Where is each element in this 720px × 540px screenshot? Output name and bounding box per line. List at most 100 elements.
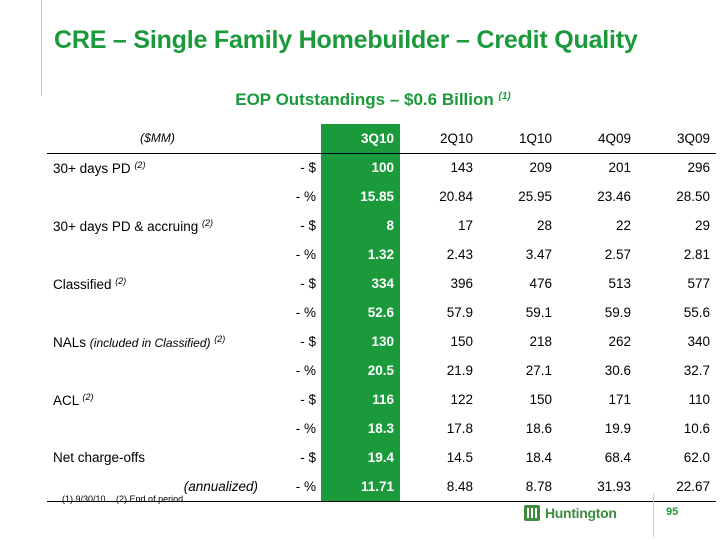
row-label-qualifier: (annualized) [183, 478, 258, 494]
table-cell: 55.6 [683, 305, 710, 320]
table-cell: 21.9 [446, 363, 473, 378]
table-row: (annualized) - % 11.71 8.48 8.78 31.93 22.67 [47, 472, 716, 502]
table-row: - % 18.3 17.8 18.6 19.9 10.6 [47, 414, 716, 443]
footer-divider [653, 493, 654, 537]
current-period-cell: 1.32 [321, 240, 400, 269]
current-period-cell: 18.3 [321, 414, 400, 443]
row-unit: - % [295, 247, 316, 262]
slide-subtitle: EOP Outstandings – $0.6 Billion (1) [0, 90, 720, 110]
units-header: ($MM) [47, 124, 262, 154]
table-cell: 23.46 [597, 189, 631, 204]
row-label-text: ACL [53, 392, 83, 408]
footnote-ref: (2) [201, 217, 213, 228]
logo-wordmark: Huntington [545, 505, 617, 521]
table-cell: 476 [529, 276, 552, 291]
table-cell: 396 [450, 276, 473, 291]
table-cell: 29 [694, 218, 710, 233]
period-header: 1Q10 [479, 124, 558, 154]
footnote: (2) End of period [116, 494, 184, 504]
table-cell: 122 [450, 392, 473, 407]
row-label-text: 30+ days PD & accruing [53, 218, 199, 234]
row-unit: - $ [300, 392, 316, 407]
current-period-cell: 130 [321, 327, 400, 356]
current-period-cell: 334 [321, 269, 400, 298]
footnote-ref: (2) [82, 391, 94, 402]
row-unit: - % [295, 421, 316, 436]
table-row: - % 1.32 2.43 3.47 2.57 2.81 [47, 240, 716, 269]
table-cell: 62.0 [683, 450, 710, 465]
table-cell: 150 [450, 334, 473, 349]
table-row: - % 52.6 57.9 59.1 59.9 55.6 [47, 298, 716, 327]
footnote-ref: (2) [214, 333, 226, 344]
table-cell: 2.81 [683, 247, 710, 262]
table-cell: 296 [687, 160, 710, 176]
table-cell: 143 [450, 160, 473, 176]
left-rule [41, 0, 42, 96]
row-label: ACL (2) [47, 385, 262, 414]
row-label: 30+ days PD & accruing (2) [47, 211, 262, 240]
table-cell: 32.7 [683, 363, 710, 378]
row-unit: - % [295, 305, 316, 320]
table-cell: 201 [608, 160, 631, 176]
row-unit: - $ [300, 160, 316, 176]
table-body: 30+ days PD (2) - $ 100 143 209 201 296 - % 15.8… [47, 153, 716, 502]
footnote: (1) 9/30/10 [62, 494, 106, 504]
table-cell: 28 [536, 218, 552, 233]
table-cell: 59.9 [604, 305, 631, 320]
row-unit: - % [262, 472, 321, 502]
table-cell: 3.47 [525, 247, 552, 262]
period-header: 2Q10 [400, 124, 479, 154]
period-header: 3Q10 [321, 124, 400, 154]
row-label [47, 356, 262, 385]
table-row: Net charge-offs - $ 19.4 14.5 18.4 68.4 62.0 [47, 443, 716, 472]
subtitle-text: EOP Outstandings – $0.6 Billion [235, 90, 494, 109]
row-label-text: 30+ days PD [53, 160, 131, 176]
period-header: 3Q09 [637, 124, 716, 154]
table-cell: 110 [688, 392, 710, 407]
current-period-cell: 11.71 [321, 472, 400, 502]
table-row: 30+ days PD (2) - $ 100 143 209 201 296 [47, 153, 716, 182]
row-label: NALs (included in Classified) (2) [47, 327, 262, 356]
current-period-cell: 8 [321, 211, 400, 240]
table-cell: 150 [529, 392, 552, 407]
footnote-ref: (2) [134, 159, 146, 170]
logo-mark-icon [524, 505, 540, 521]
table-cell: 2.43 [446, 247, 473, 262]
table-cell: 2.57 [604, 247, 631, 262]
table-cell: 171 [608, 392, 631, 407]
current-period-cell: 20.5 [321, 356, 400, 385]
row-label [47, 182, 262, 211]
table-row: ACL (2) - $ 116 122 150 171 110 [47, 385, 716, 414]
table-row: Classified (2) - $ 334 396 476 513 577 [47, 269, 716, 298]
table-cell: 31.93 [558, 472, 637, 502]
current-period-cell: 116 [321, 385, 400, 414]
table-cell: 8.78 [479, 472, 558, 502]
table-cell: 22.67 [637, 472, 716, 502]
table-row: - % 15.85 20.84 25.95 23.46 28.50 [47, 182, 716, 211]
slide-title: CRE – Single Family Homebuilder – Credit… [54, 26, 638, 54]
row-label [47, 414, 262, 443]
table-cell: 17 [457, 218, 473, 233]
table-row: 30+ days PD & accruing (2) - $ 8 17 28 22 29 [47, 211, 716, 240]
row-label [47, 298, 262, 327]
table-cell: 27.1 [525, 363, 552, 378]
row-label [47, 240, 262, 269]
current-period-cell: 15.85 [321, 182, 400, 211]
table-row: NALs (included in Classified) (2) - $ 130 1… [47, 327, 716, 356]
row-label-text: NALs [53, 334, 87, 350]
row-label-qualifier: (included in Classified) [89, 335, 211, 350]
table-cell: 25.95 [518, 189, 552, 204]
table-cell: 577 [687, 276, 710, 291]
row-unit: - $ [300, 334, 316, 349]
table-cell: 10.6 [683, 421, 710, 436]
row-unit: - % [295, 363, 316, 378]
table-cell: 14.5 [446, 450, 473, 465]
period-header: 4Q09 [558, 124, 637, 154]
page-number: 95 [666, 506, 679, 518]
table-cell: 19.9 [604, 421, 631, 436]
table-cell: 8.48 [400, 472, 479, 502]
table-cell: 30.6 [604, 363, 631, 378]
table-cell: 17.8 [446, 421, 473, 436]
huntington-logo: Huntington [524, 505, 617, 521]
table-cell: 20.84 [439, 189, 473, 204]
